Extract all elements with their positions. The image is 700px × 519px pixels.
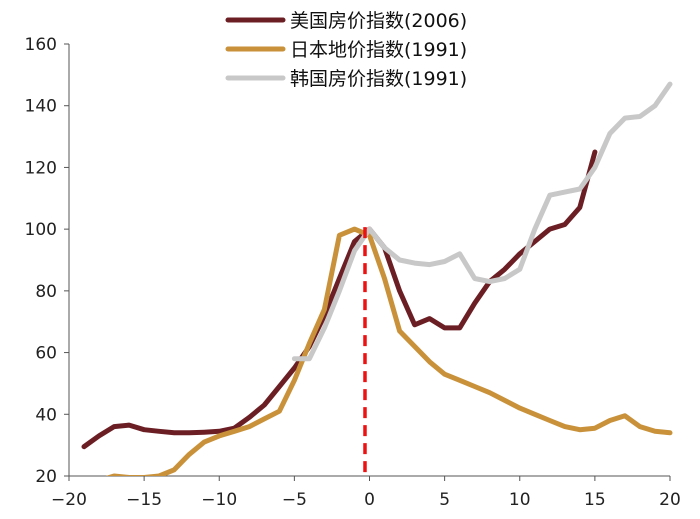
y-tick-label: 140 — [25, 97, 57, 117]
x-tick-label: 0 — [364, 490, 375, 510]
x-tick-label: 15 — [584, 490, 606, 510]
y-tick-label: 80 — [35, 282, 57, 302]
y-tick-label: 120 — [25, 158, 57, 178]
y-tick-label: 20 — [35, 467, 57, 487]
legend-label: 韩国房价指数(1991) — [290, 68, 467, 90]
series-layer — [81, 81, 673, 476]
x-ticks: −20 −15 −10 −5 0 5 10 15 20 — [51, 476, 681, 510]
series-line-1 — [81, 149, 598, 450]
y-ticks: 20 40 60 80 100 120 140 160 — [25, 35, 69, 487]
series-line-2 — [105, 226, 673, 476]
x-tick-label: 5 — [439, 490, 450, 510]
x-tick-label: 20 — [659, 490, 681, 510]
x-tick-label: −15 — [126, 490, 162, 510]
x-tick-label: −20 — [51, 490, 87, 510]
x-tick-label: −5 — [282, 490, 307, 510]
y-tick-label: 160 — [25, 35, 57, 55]
series-line-3 — [291, 81, 673, 362]
y-tick-label: 60 — [35, 344, 57, 364]
x-tick-label: 10 — [509, 490, 531, 510]
x-tick-label: −10 — [201, 490, 237, 510]
legend: 美国房价指数(2006) 日本地价指数(1991) 韩国房价指数(1991) — [225, 10, 467, 90]
legend-label: 日本地价指数(1991) — [290, 39, 467, 61]
y-tick-label: 100 — [25, 220, 57, 240]
legend-label: 美国房价指数(2006) — [290, 10, 467, 32]
y-tick-label: 40 — [35, 405, 57, 425]
